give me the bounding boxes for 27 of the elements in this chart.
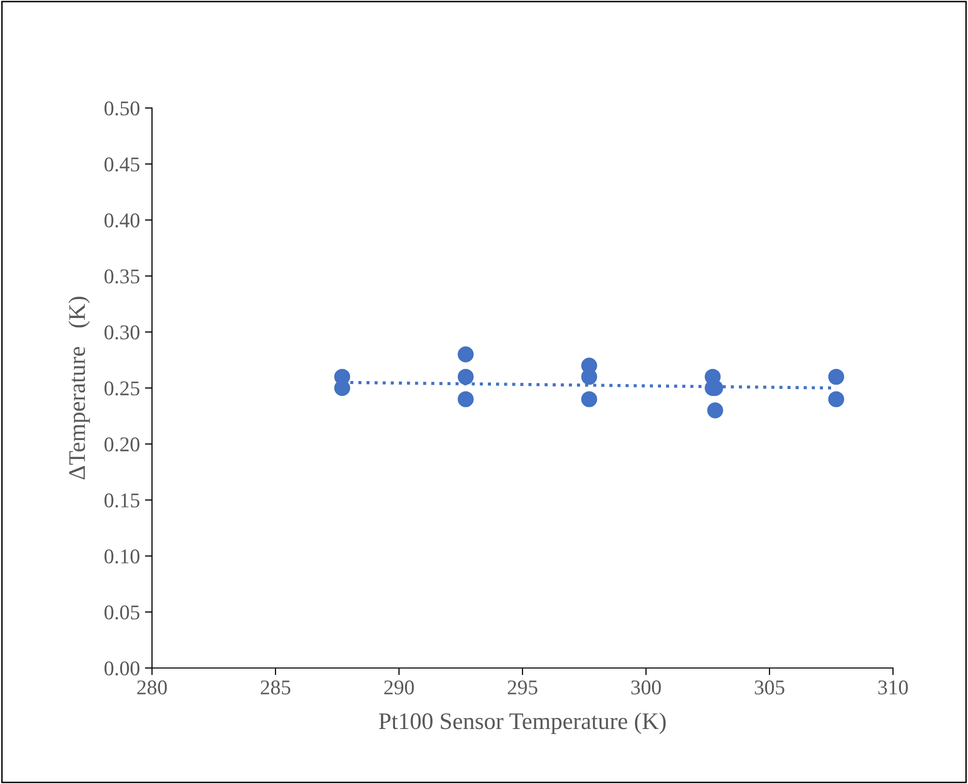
point <box>581 391 598 408</box>
point <box>458 391 474 408</box>
x-tick-label: 310 <box>878 680 908 694</box>
point <box>458 368 474 385</box>
y-tick-label: 0.05 <box>104 605 140 620</box>
y-tick-label: 0.25 <box>104 381 140 396</box>
y-tick-label: 0.50 <box>104 101 140 116</box>
point <box>828 368 844 385</box>
y-tick-label: 0.35 <box>104 269 140 284</box>
point <box>458 346 474 362</box>
y-tick-label: 0.10 <box>104 549 140 564</box>
y-tick-label: 0.40 <box>104 213 140 228</box>
x-tick-label: 305 <box>754 680 784 694</box>
x-tick-label: 280 <box>137 680 167 694</box>
x-tick-label: 290 <box>384 680 414 694</box>
y-tick-label: 0.45 <box>104 157 140 172</box>
y-tick-label: 0.00 <box>104 661 140 676</box>
point <box>828 391 844 408</box>
point <box>707 402 724 418</box>
y-axis-title: ΔTemperature (K) <box>68 296 90 480</box>
x-tick-label: 295 <box>508 680 538 694</box>
y-tick-label: 0.15 <box>104 493 140 508</box>
x-axis-title: Pt100 Sensor Temperature (K) <box>378 712 666 734</box>
y-tick-label: 0.20 <box>104 437 140 452</box>
x-tick-label: 285 <box>260 680 290 694</box>
y-tick-label: 0.30 <box>104 325 140 340</box>
x-tick-label: 300 <box>631 680 661 694</box>
